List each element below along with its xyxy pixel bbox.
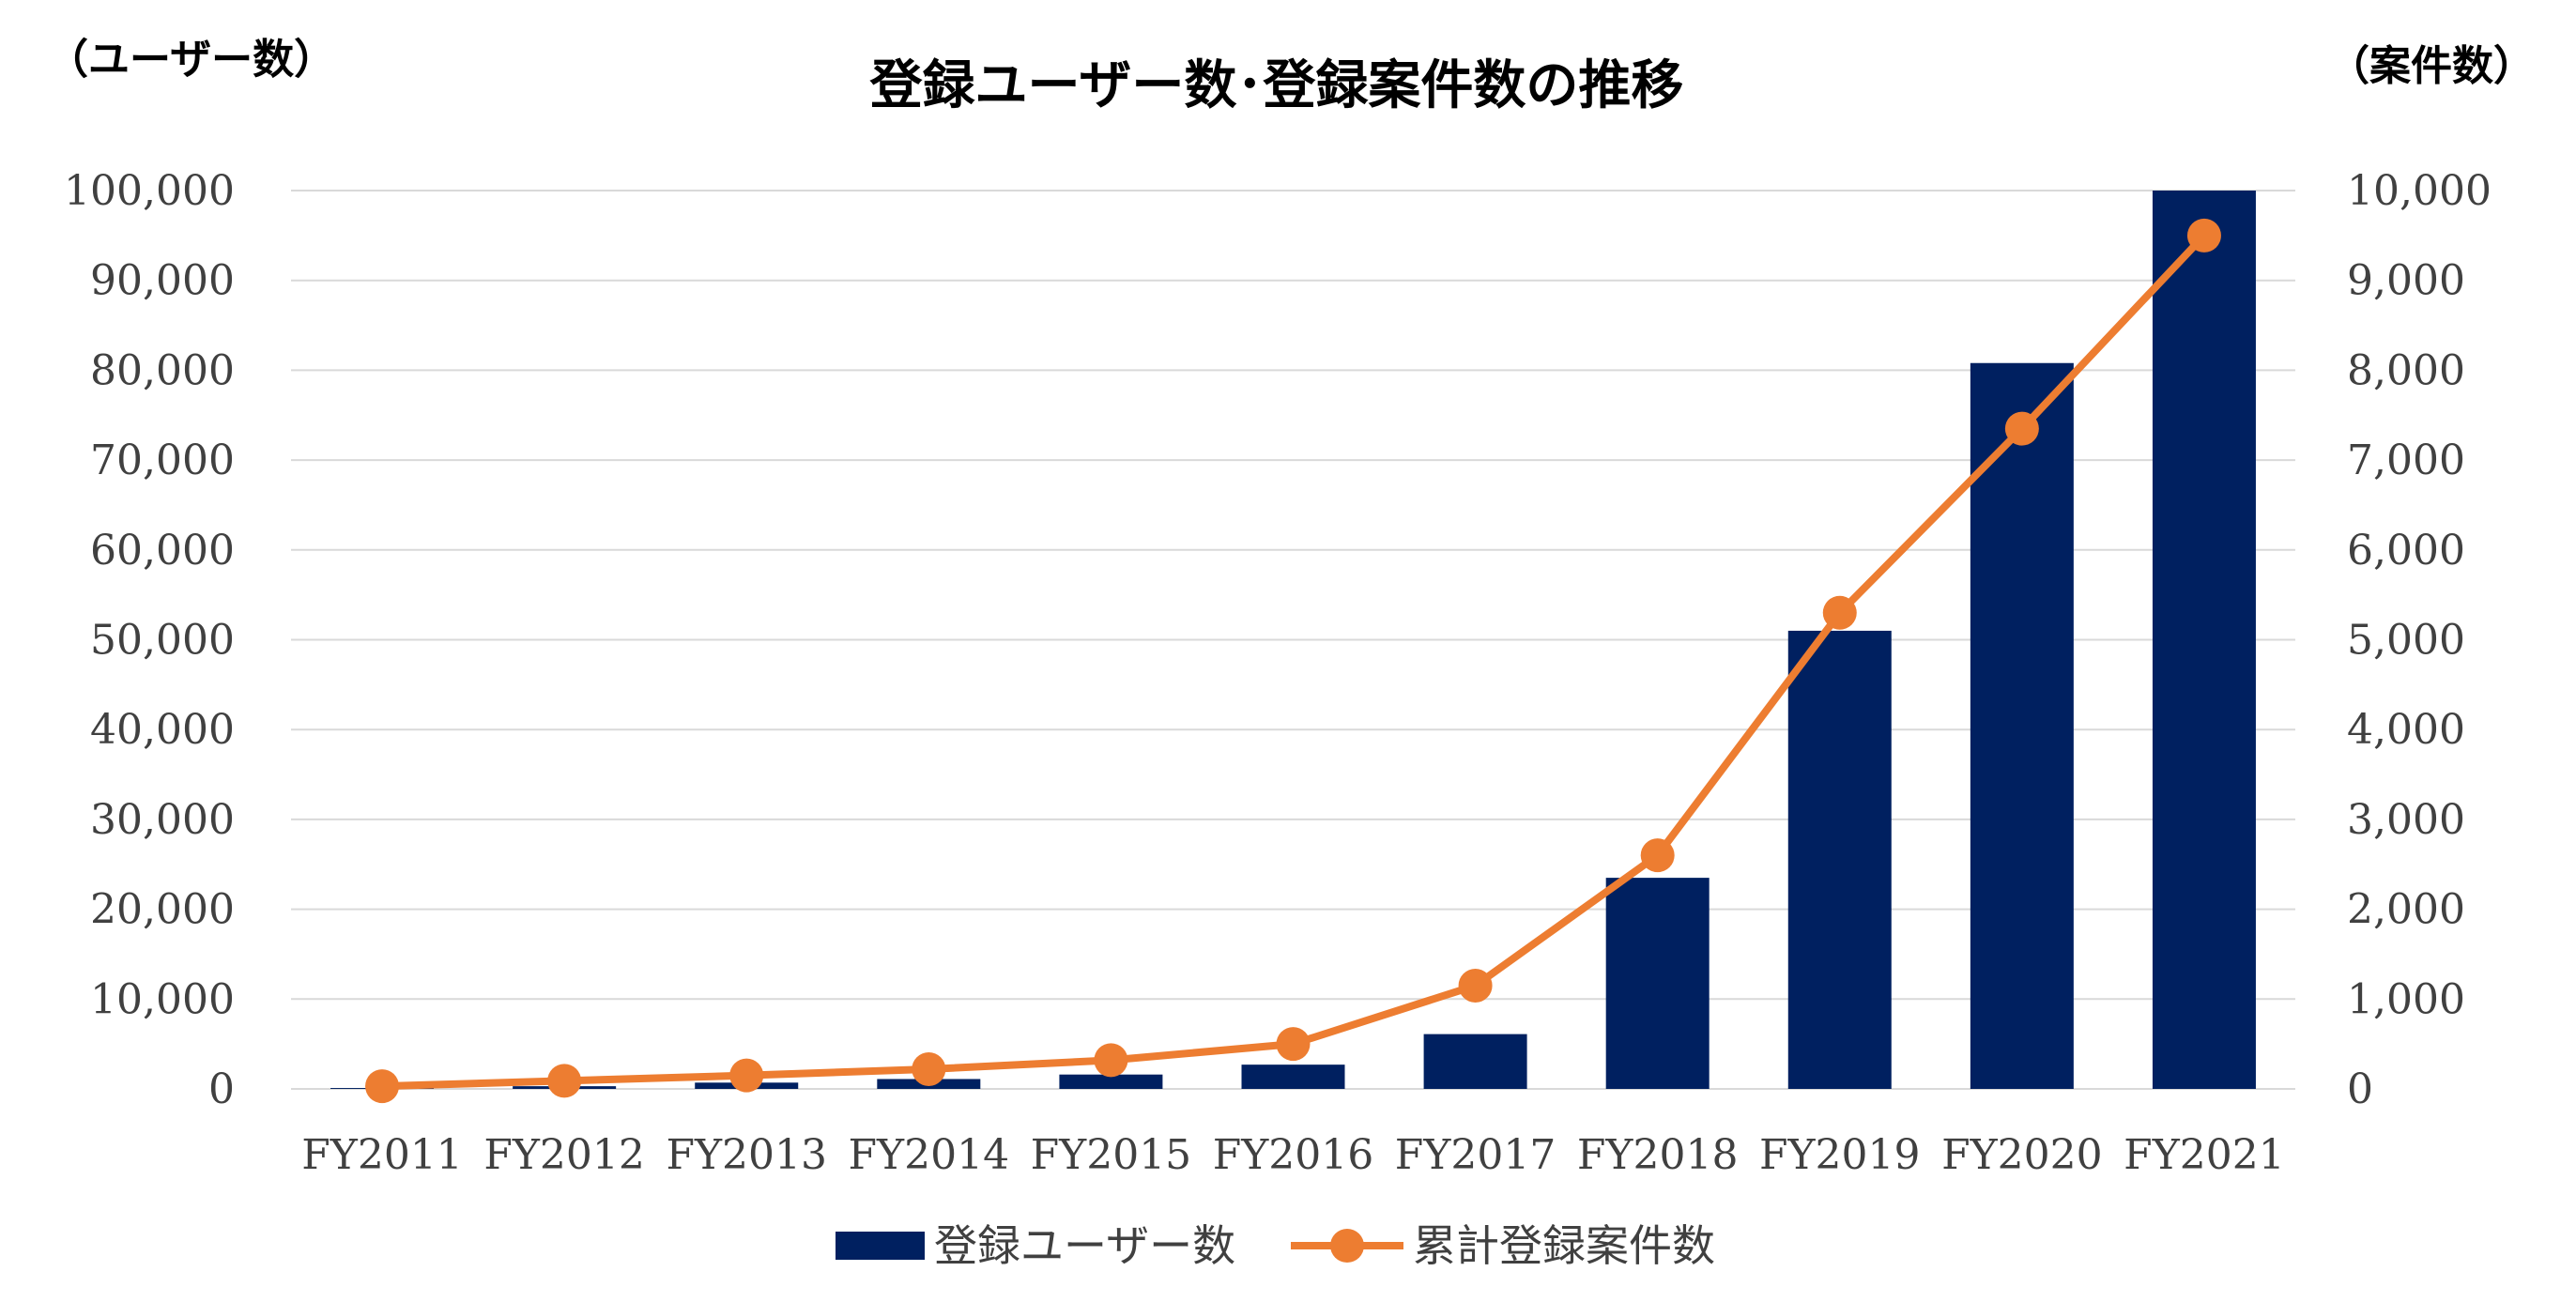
right-tick-label: 10,000 xyxy=(2347,167,2492,215)
line-point xyxy=(912,1051,946,1086)
left-axis-unit-label: （ユーザー数） xyxy=(47,36,335,84)
left-tick-label: 90,000 xyxy=(90,257,235,305)
right-tick-label: 9,000 xyxy=(2347,257,2465,305)
line-point xyxy=(547,1064,582,1098)
category-label: FY2011 xyxy=(301,1131,463,1179)
line-point xyxy=(365,1069,400,1104)
right-tick-label: 7,000 xyxy=(2347,437,2465,484)
left-tick-label: 40,000 xyxy=(90,706,235,754)
left-tick-label: 100,000 xyxy=(64,167,235,215)
line-point xyxy=(1094,1043,1128,1078)
left-tick-label: 80,000 xyxy=(90,346,235,394)
left-tick-label: 60,000 xyxy=(90,527,235,574)
left-tick-label: 10,000 xyxy=(90,975,235,1023)
left-tick-label: 20,000 xyxy=(90,886,235,934)
category-label: FY2018 xyxy=(1577,1131,1739,1179)
bar xyxy=(1787,630,1892,1089)
left-tick-label: 30,000 xyxy=(90,796,235,844)
line-point xyxy=(1822,595,1857,630)
bar-series xyxy=(330,191,2256,1089)
line-point xyxy=(729,1058,764,1093)
bar xyxy=(1605,878,1710,1089)
bar xyxy=(1059,1074,1163,1089)
category-label: FY2012 xyxy=(483,1131,645,1179)
category-label: FY2017 xyxy=(1395,1131,1556,1179)
category-label: FY2013 xyxy=(666,1131,827,1179)
right-tick-label: 8,000 xyxy=(2347,346,2465,394)
gridlines xyxy=(291,190,2295,1090)
left-tick-label: 70,000 xyxy=(90,437,235,484)
left-axis-ticks: 0 10,000 20,000 30,000 40,000 50,000 60,000 70,… xyxy=(64,167,235,1113)
right-axis-unit-label: （案件数） xyxy=(2328,42,2535,90)
line-point xyxy=(1276,1027,1311,1062)
legend: 登録ユーザー数 累計登録案件数 xyxy=(836,1220,1715,1271)
category-label: FY2016 xyxy=(1213,1131,1374,1179)
bar xyxy=(2152,191,2256,1089)
legend-bar-label: 登録ユーザー数 xyxy=(934,1220,1235,1271)
bar xyxy=(1423,1034,1527,1089)
category-axis-labels: FY2011 FY2012 FY2013 FY2014 FY2015 FY2016 FY20… xyxy=(301,1131,2284,1179)
legend-line-label: 累計登録案件数 xyxy=(1413,1220,1715,1271)
chart-title: 登録ユーザー数･登録案件数の推移 xyxy=(869,55,1684,116)
line-point xyxy=(2186,218,2221,253)
right-tick-label: 4,000 xyxy=(2347,706,2465,754)
category-label: FY2021 xyxy=(2124,1131,2285,1179)
right-tick-label: 1,000 xyxy=(2347,975,2465,1023)
category-label: FY2019 xyxy=(1759,1131,1921,1179)
right-tick-label: 2,000 xyxy=(2347,886,2465,934)
right-axis-ticks: 0 1,000 2,000 3,000 4,000 5,000 6,000 7,000 8,00… xyxy=(2347,167,2492,1113)
left-tick-label: 0 xyxy=(208,1065,235,1113)
left-tick-label: 50,000 xyxy=(90,617,235,665)
category-label: FY2015 xyxy=(1031,1131,1192,1179)
category-label: FY2014 xyxy=(849,1131,1010,1179)
right-tick-label: 5,000 xyxy=(2347,617,2465,665)
line-point xyxy=(1640,838,1675,873)
bar xyxy=(1970,362,2074,1089)
line-point xyxy=(1458,968,1493,1003)
right-tick-label: 0 xyxy=(2347,1065,2373,1113)
legend-bar-swatch xyxy=(836,1232,925,1260)
category-label: FY2020 xyxy=(1941,1131,2103,1179)
legend-line-marker xyxy=(1330,1229,1364,1263)
right-tick-label: 3,000 xyxy=(2347,796,2465,844)
bar xyxy=(1241,1065,1345,1089)
line-point xyxy=(2004,411,2039,446)
series-line xyxy=(381,233,2207,1091)
line-series xyxy=(365,218,2221,1104)
right-tick-label: 6,000 xyxy=(2347,527,2465,574)
